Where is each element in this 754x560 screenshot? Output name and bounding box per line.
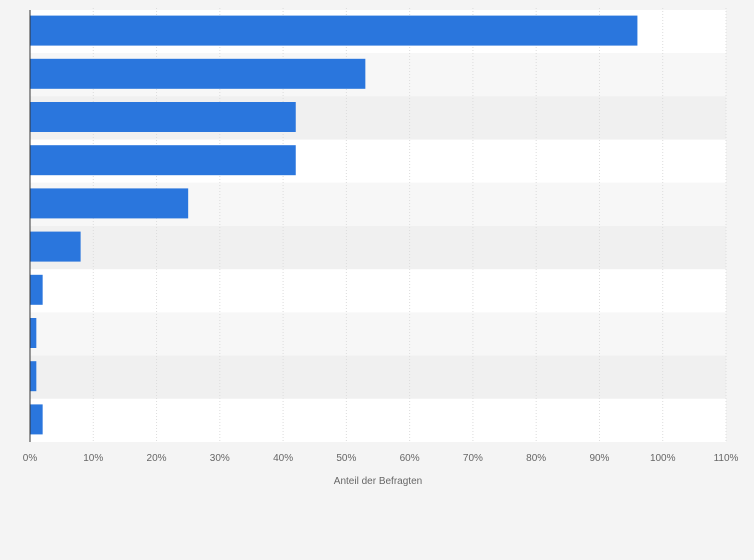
bar[interactable] [30,404,43,435]
x-tick-label: 10% [83,453,103,464]
bar[interactable] [30,145,296,176]
x-tick-label: 70% [463,453,483,464]
x-tick-label: 90% [589,453,609,464]
bar[interactable] [30,188,189,219]
x-tick-label: 40% [273,453,293,464]
bar[interactable] [30,58,366,89]
x-tick-label: 30% [210,453,230,464]
row-band [30,312,726,356]
row-band [30,226,726,270]
x-tick-label: 60% [400,453,420,464]
bars [30,15,638,435]
x-axis-title: Anteil der Befragten [334,476,422,487]
x-tick-label: 100% [650,453,676,464]
x-tick-label: 80% [526,453,546,464]
x-tick-label: 110% [714,453,739,464]
row-band [30,269,726,313]
x-tick-label: 0% [23,453,38,464]
bar[interactable] [30,102,296,132]
bar[interactable] [30,361,37,392]
x-tick-label: 20% [147,453,167,464]
bar[interactable] [30,231,81,262]
bar[interactable] [30,274,43,305]
bar[interactable] [30,318,37,348]
x-tick-label: 50% [336,453,356,464]
x-axis-ticks: 0% 10% 20% 30% 40% 50% 60% 70% 80% 90% 100% 110% [23,453,739,464]
row-band [30,398,726,442]
row-band [30,355,726,399]
bar[interactable] [30,15,638,46]
